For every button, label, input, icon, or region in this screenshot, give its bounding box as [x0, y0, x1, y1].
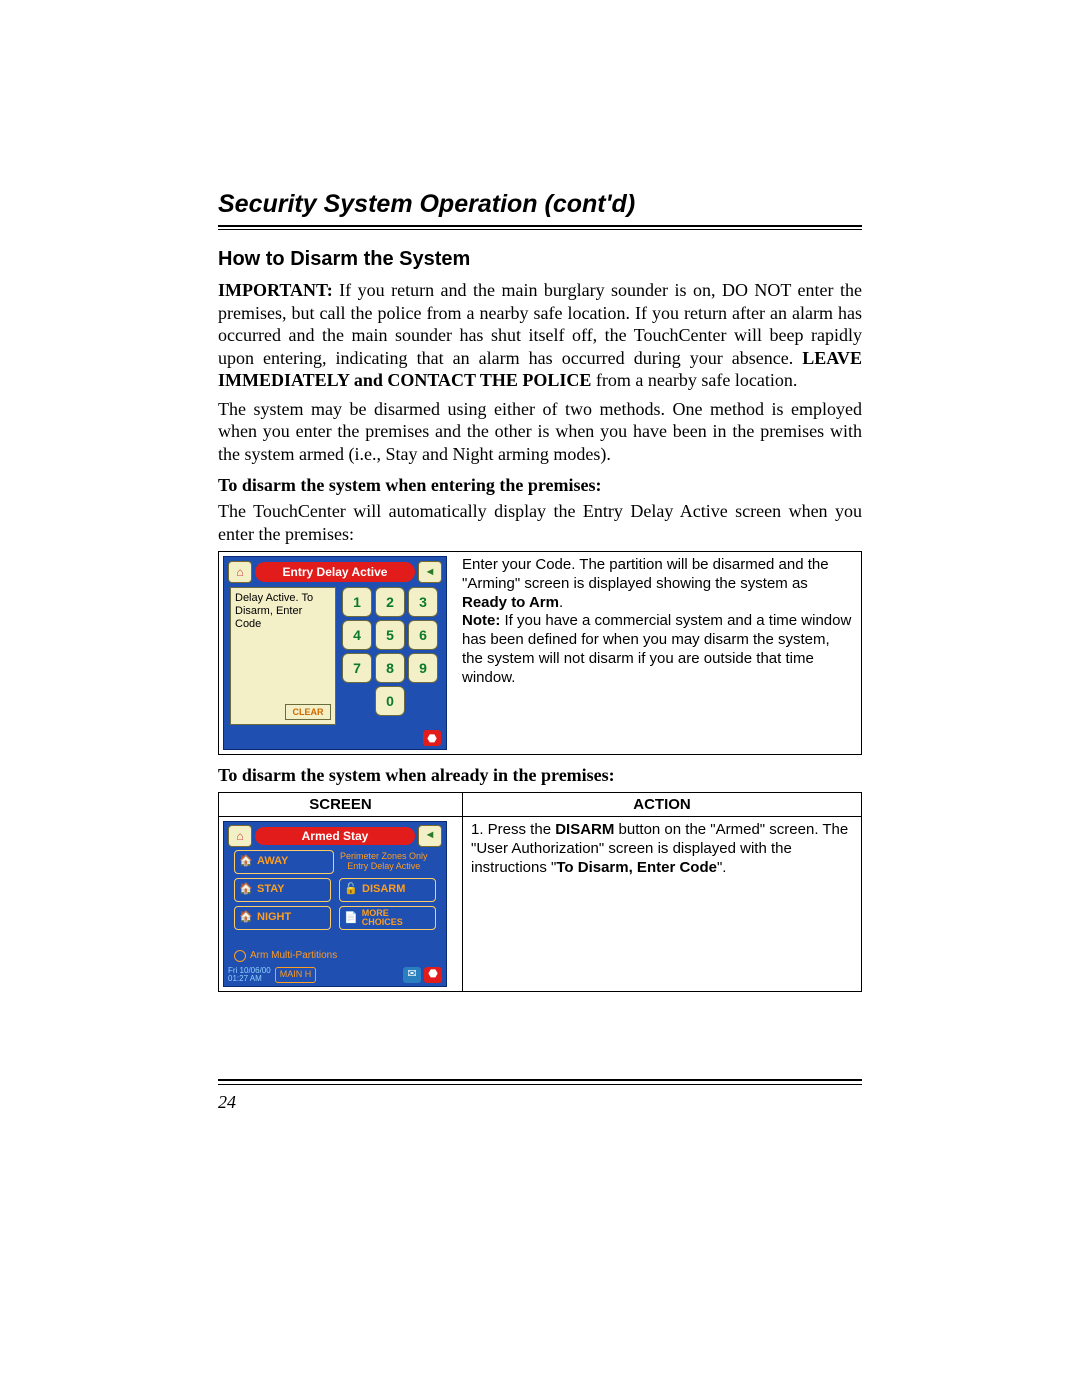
entry-figure-row: ⌂ Entry Delay Active ◄ Delay Active. To … — [218, 551, 862, 755]
tc-message-box: Delay Active. To Disarm, Enter Code CLEA… — [230, 587, 336, 725]
title-rule-thick — [218, 225, 862, 227]
info-line2: Entry Delay Active — [340, 862, 428, 872]
paragraph-important: IMPORTANT: If you return and the main bu… — [218, 279, 862, 392]
as-status-bar: Fri 10/06/00 01:27 AM MAIN H ✉ ⬣ — [228, 966, 442, 984]
tc-body: Delay Active. To Disarm, Enter Code CLEA… — [230, 587, 440, 725]
main-h-button[interactable]: MAIN H — [275, 967, 317, 982]
tc-bottom-icons: ⬣ — [423, 730, 441, 746]
armed-action-text: 1. Press the DISARM button on the "Armed… — [463, 817, 862, 992]
key-8[interactable]: 8 — [375, 653, 405, 683]
more-label: MORE CHOICES — [362, 909, 431, 927]
back-icon[interactable]: ◄ — [418, 825, 442, 847]
back-icon[interactable]: ◄ — [418, 561, 442, 583]
touchcenter-armed-screen: ⌂ Armed Stay ◄ 🏠 AWAY Per — [223, 821, 447, 987]
touchcenter-entry-screen: ⌂ Entry Delay Active ◄ Delay Active. To … — [223, 556, 447, 750]
entry-action-post: . — [559, 594, 563, 611]
page-number: 24 — [218, 1092, 236, 1113]
note-label: Note: — [462, 612, 500, 629]
key-1[interactable]: 1 — [342, 587, 372, 617]
as-button-grid: 🏠 AWAY Perimeter Zones Only Entry Delay … — [234, 850, 436, 930]
key-6[interactable]: 6 — [408, 620, 438, 650]
key-0[interactable]: 0 — [375, 686, 405, 716]
col-screen: SCREEN — [219, 793, 463, 817]
as-titlebar: ⌂ Armed Stay ◄ — [228, 826, 442, 846]
section-heading: How to Disarm the System — [218, 248, 862, 271]
armed-screen-cell: ⌂ Armed Stay ◄ 🏠 AWAY Per — [219, 817, 463, 992]
away-row: 🏠 AWAY Perimeter Zones Only Entry Delay … — [234, 850, 436, 874]
entry-action-text: Enter your Code. The partition will be d… — [454, 552, 861, 754]
subheading-entering: To disarm the system when entering the p… — [218, 475, 862, 496]
ready-to-arm-bold: Ready to Arm — [462, 594, 559, 611]
disarm-bold: DISARM — [555, 821, 614, 838]
screen-action-table: SCREEN ACTION ⌂ Armed Stay ◄ — [218, 792, 862, 992]
action-pre: 1. Press the — [471, 821, 555, 838]
key-9[interactable]: 9 — [408, 653, 438, 683]
message-icon[interactable]: ✉ — [403, 967, 421, 983]
key-5[interactable]: 5 — [375, 620, 405, 650]
night-label: NIGHT — [257, 911, 291, 925]
perimeter-info: Perimeter Zones Only Entry Delay Active — [340, 852, 428, 872]
note-body: If you have a commercial system and a ti… — [462, 612, 851, 685]
footer-rule-thin — [218, 1084, 862, 1085]
radio-icon — [234, 950, 246, 962]
tc-message-text: Delay Active. To Disarm, Enter Code — [235, 592, 313, 630]
arm-multi-partitions[interactable]: Arm Multi-Partitions — [234, 950, 337, 963]
disarm-label: DISARM — [362, 883, 405, 897]
away-label: AWAY — [257, 855, 288, 869]
away-button[interactable]: 🏠 AWAY — [234, 850, 334, 874]
para1-tail: from a nearby safe location. — [591, 370, 797, 390]
key-4[interactable]: 4 — [342, 620, 372, 650]
important-label: IMPORTANT: — [218, 280, 333, 300]
stay-label: STAY — [257, 883, 285, 897]
action-post: ". — [717, 859, 727, 876]
page-title: Security System Operation (cont'd) — [218, 190, 862, 219]
home-icon[interactable]: ⌂ — [228, 561, 252, 583]
col-action: ACTION — [463, 793, 862, 817]
disarm-button[interactable]: 🔓 DISARM — [339, 878, 436, 902]
more-choices-button[interactable]: 📄 MORE CHOICES — [339, 906, 436, 930]
title-rule-thin — [218, 229, 862, 230]
multi-label: Arm Multi-Partitions — [250, 950, 337, 963]
clear-button[interactable]: CLEAR — [285, 704, 331, 720]
datetime: Fri 10/06/00 01:27 AM — [228, 967, 271, 983]
tc-keypad: 1 2 3 4 5 6 7 8 9 0 — [340, 587, 440, 725]
paragraph-entry: The TouchCenter will automatically displ… — [218, 500, 862, 545]
footer-rule-thick — [218, 1079, 862, 1081]
as-title: Armed Stay — [255, 827, 415, 845]
stay-button[interactable]: 🏠 STAY — [234, 878, 331, 902]
paragraph-methods: The system may be disarmed using either … — [218, 398, 862, 466]
key-3[interactable]: 3 — [408, 587, 438, 617]
key-7[interactable]: 7 — [342, 653, 372, 683]
status-right-icons: ✉ ⬣ — [403, 967, 442, 983]
panic-icon[interactable]: ⬣ — [423, 730, 441, 746]
subheading-already: To disarm the system when already in the… — [218, 765, 862, 786]
key-2[interactable]: 2 — [375, 587, 405, 617]
entry-action-pre: Enter your Code. The partition will be d… — [462, 556, 829, 592]
table-row: ⌂ Armed Stay ◄ 🏠 AWAY Per — [219, 817, 862, 992]
panic-icon[interactable]: ⬣ — [424, 967, 442, 983]
home-icon[interactable]: ⌂ — [228, 825, 252, 847]
tc-titlebar: ⌂ Entry Delay Active ◄ — [228, 561, 442, 583]
tc-title: Entry Delay Active — [255, 562, 415, 582]
night-button[interactable]: 🏠 NIGHT — [234, 906, 331, 930]
entry-screen-cell: ⌂ Entry Delay Active ◄ Delay Active. To … — [219, 552, 454, 754]
manual-page: Security System Operation (cont'd) How t… — [0, 0, 1080, 1397]
to-disarm-bold: To Disarm, Enter Code — [556, 859, 717, 876]
table-header-row: SCREEN ACTION — [219, 793, 862, 817]
